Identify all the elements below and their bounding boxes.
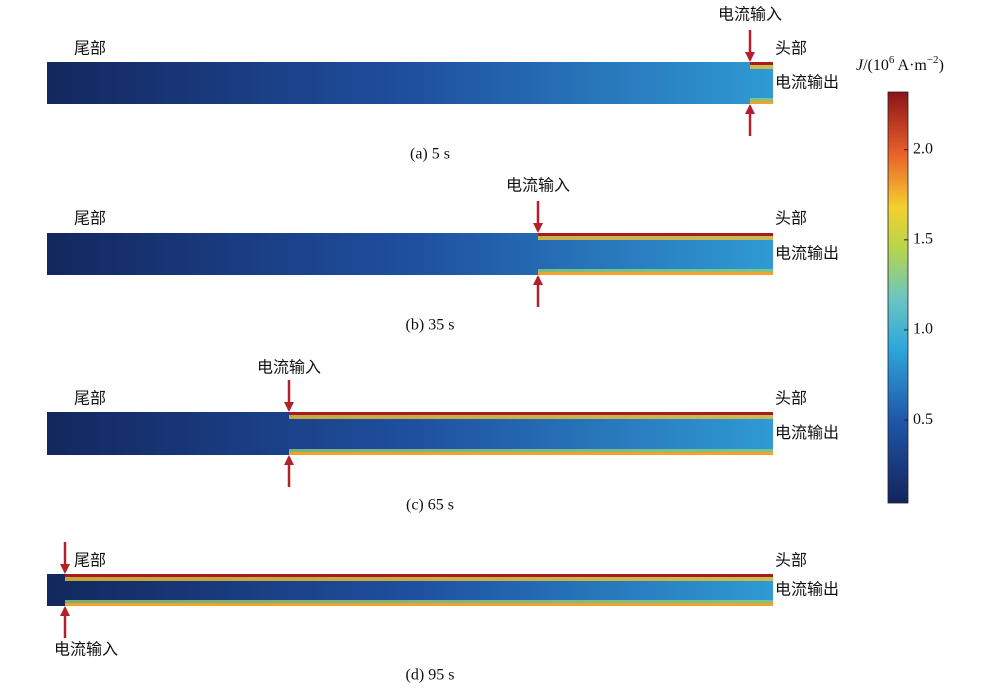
colorbar-tick-label: 1.5	[913, 230, 933, 247]
edge-top	[538, 233, 773, 236]
colorbar-label: J/(106 A·m−2)	[856, 54, 944, 74]
colorbar-tick-label: 2.0	[913, 140, 933, 157]
output-label: 电流输出	[775, 424, 839, 442]
caption: (d) 95 s	[406, 667, 455, 684]
edge-top-warm	[289, 415, 773, 419]
colorbar: J/(106 A·m−2) 0.5 1.0 1.5 2.0	[856, 54, 944, 504]
edge-top	[750, 62, 773, 65]
edge-bottom	[65, 603, 773, 606]
edge-bottom-warm	[65, 600, 773, 603]
edge-bottom-warm	[538, 269, 773, 272]
edge-bottom-warm	[289, 449, 773, 452]
tail-label: 尾部	[74, 552, 106, 570]
colorbar-tick-label: 1.0	[913, 321, 933, 338]
strip	[47, 62, 773, 104]
output-label: 电流输出	[775, 245, 839, 263]
tail-label: 尾部	[74, 210, 106, 228]
caption: (c) 65 s	[406, 497, 454, 514]
caption: (b) 35 s	[406, 317, 455, 334]
input-label: 电流输入	[718, 6, 782, 24]
input-label: 电流输入	[54, 641, 118, 659]
tail-label: 尾部	[74, 40, 106, 58]
output-label: 电流输出	[775, 74, 839, 92]
edge-top	[65, 574, 773, 577]
edge-top-warm	[750, 65, 773, 69]
colorbar-gradient	[887, 91, 909, 504]
edge-bottom	[289, 452, 773, 455]
output-label: 电流输出	[775, 581, 839, 599]
input-label: 电流输入	[257, 359, 321, 377]
head-label: 头部	[775, 40, 807, 58]
edge-bottom	[750, 101, 773, 104]
edge-top	[289, 412, 773, 415]
head-label: 头部	[775, 210, 807, 228]
strip	[47, 412, 773, 455]
edge-top-warm	[65, 577, 773, 581]
edge-bottom-warm	[750, 98, 773, 101]
head-label: 头部	[775, 552, 807, 570]
head-label: 头部	[775, 390, 807, 408]
caption: (a) 5 s	[410, 146, 450, 163]
tail-label: 尾部	[74, 390, 106, 408]
edge-bottom	[538, 272, 773, 275]
input-label: 电流输入	[506, 177, 570, 195]
edge-top-warm	[538, 236, 773, 240]
colorbar-tick-label: 0.5	[913, 411, 933, 428]
